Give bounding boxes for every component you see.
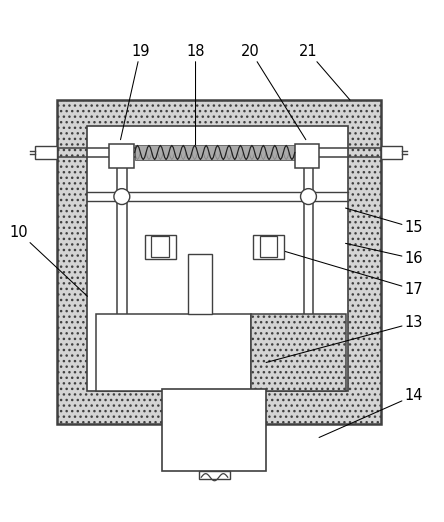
Bar bbox=[199, 470, 230, 479]
Bar bbox=[381, 146, 402, 159]
Text: 13: 13 bbox=[266, 315, 423, 362]
Bar bbox=[96, 314, 251, 391]
Bar bbox=[259, 236, 277, 257]
Text: 17: 17 bbox=[273, 248, 423, 297]
Bar bbox=[151, 236, 169, 257]
Bar bbox=[117, 166, 127, 391]
Bar bbox=[56, 100, 381, 424]
Text: 19: 19 bbox=[120, 44, 150, 140]
Bar bbox=[251, 314, 345, 391]
Text: 14: 14 bbox=[319, 388, 423, 437]
Bar bbox=[253, 234, 284, 259]
Text: 15: 15 bbox=[345, 208, 423, 235]
Bar bbox=[187, 254, 212, 314]
Text: 18: 18 bbox=[186, 44, 205, 153]
Text: 16: 16 bbox=[345, 243, 423, 266]
Bar bbox=[304, 166, 313, 391]
Bar bbox=[145, 234, 176, 259]
Circle shape bbox=[114, 188, 130, 205]
Bar bbox=[36, 146, 56, 159]
Text: 10: 10 bbox=[10, 225, 87, 296]
Circle shape bbox=[301, 188, 317, 205]
Text: 20: 20 bbox=[241, 44, 306, 140]
Bar bbox=[110, 144, 134, 168]
Bar bbox=[295, 144, 319, 168]
Bar bbox=[135, 146, 295, 160]
Text: 21: 21 bbox=[299, 44, 350, 100]
Bar bbox=[163, 389, 266, 470]
Bar bbox=[87, 126, 348, 391]
